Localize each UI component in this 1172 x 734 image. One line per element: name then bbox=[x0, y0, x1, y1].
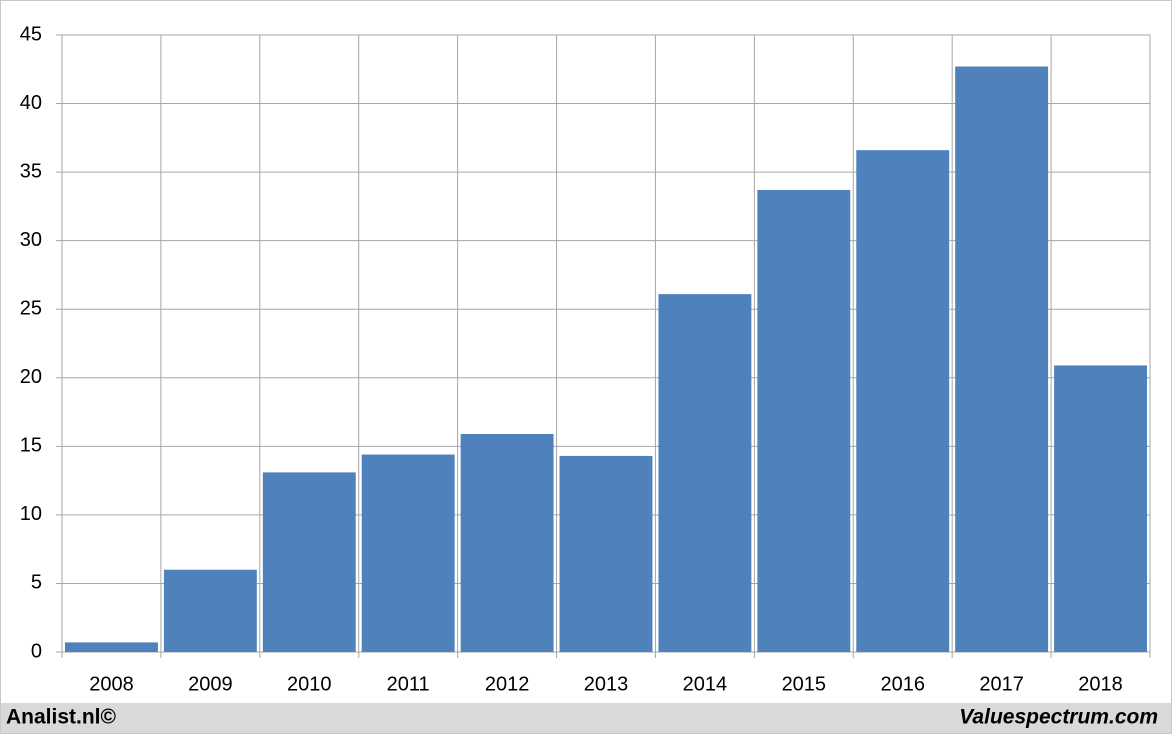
x-tick-label: 2009 bbox=[188, 673, 233, 695]
bar bbox=[163, 569, 257, 652]
x-tick-label: 2017 bbox=[979, 673, 1024, 695]
y-tick-label: 15 bbox=[20, 435, 42, 457]
bar bbox=[757, 189, 851, 653]
y-tick-label: 5 bbox=[31, 572, 42, 594]
bar bbox=[361, 454, 455, 652]
x-tick-label: 2016 bbox=[880, 673, 925, 695]
bar bbox=[559, 455, 653, 652]
x-tick-label: 2010 bbox=[287, 673, 332, 695]
footer-right: Valuespectrum.com bbox=[959, 706, 1158, 729]
bar bbox=[856, 150, 950, 652]
y-tick-label: 0 bbox=[31, 640, 42, 662]
x-tick-label: 2018 bbox=[1078, 673, 1123, 695]
bar bbox=[658, 294, 752, 652]
y-tick-label: 30 bbox=[20, 229, 42, 251]
y-tick-label: 45 bbox=[20, 23, 42, 45]
bar bbox=[460, 433, 554, 652]
bar bbox=[1054, 365, 1147, 652]
y-tick-label: 10 bbox=[20, 503, 42, 525]
y-tick-label: 35 bbox=[20, 160, 42, 182]
footer-left: Analist.nl© bbox=[6, 706, 117, 729]
x-tick-label: 2011 bbox=[387, 673, 430, 695]
y-tick-label: 25 bbox=[20, 298, 42, 320]
y-tick-label: 20 bbox=[20, 366, 42, 388]
x-tick-label: 2013 bbox=[584, 673, 629, 695]
y-tick-label: 40 bbox=[20, 92, 42, 114]
bar bbox=[262, 472, 356, 652]
x-tick-label: 2015 bbox=[782, 673, 827, 695]
x-tick-label: 2008 bbox=[89, 673, 134, 695]
x-tick-label: 2012 bbox=[485, 673, 530, 695]
x-tick-label: 2014 bbox=[683, 673, 728, 695]
bar bbox=[955, 66, 1049, 653]
bar bbox=[65, 642, 158, 652]
footer-bar bbox=[1, 703, 1171, 733]
